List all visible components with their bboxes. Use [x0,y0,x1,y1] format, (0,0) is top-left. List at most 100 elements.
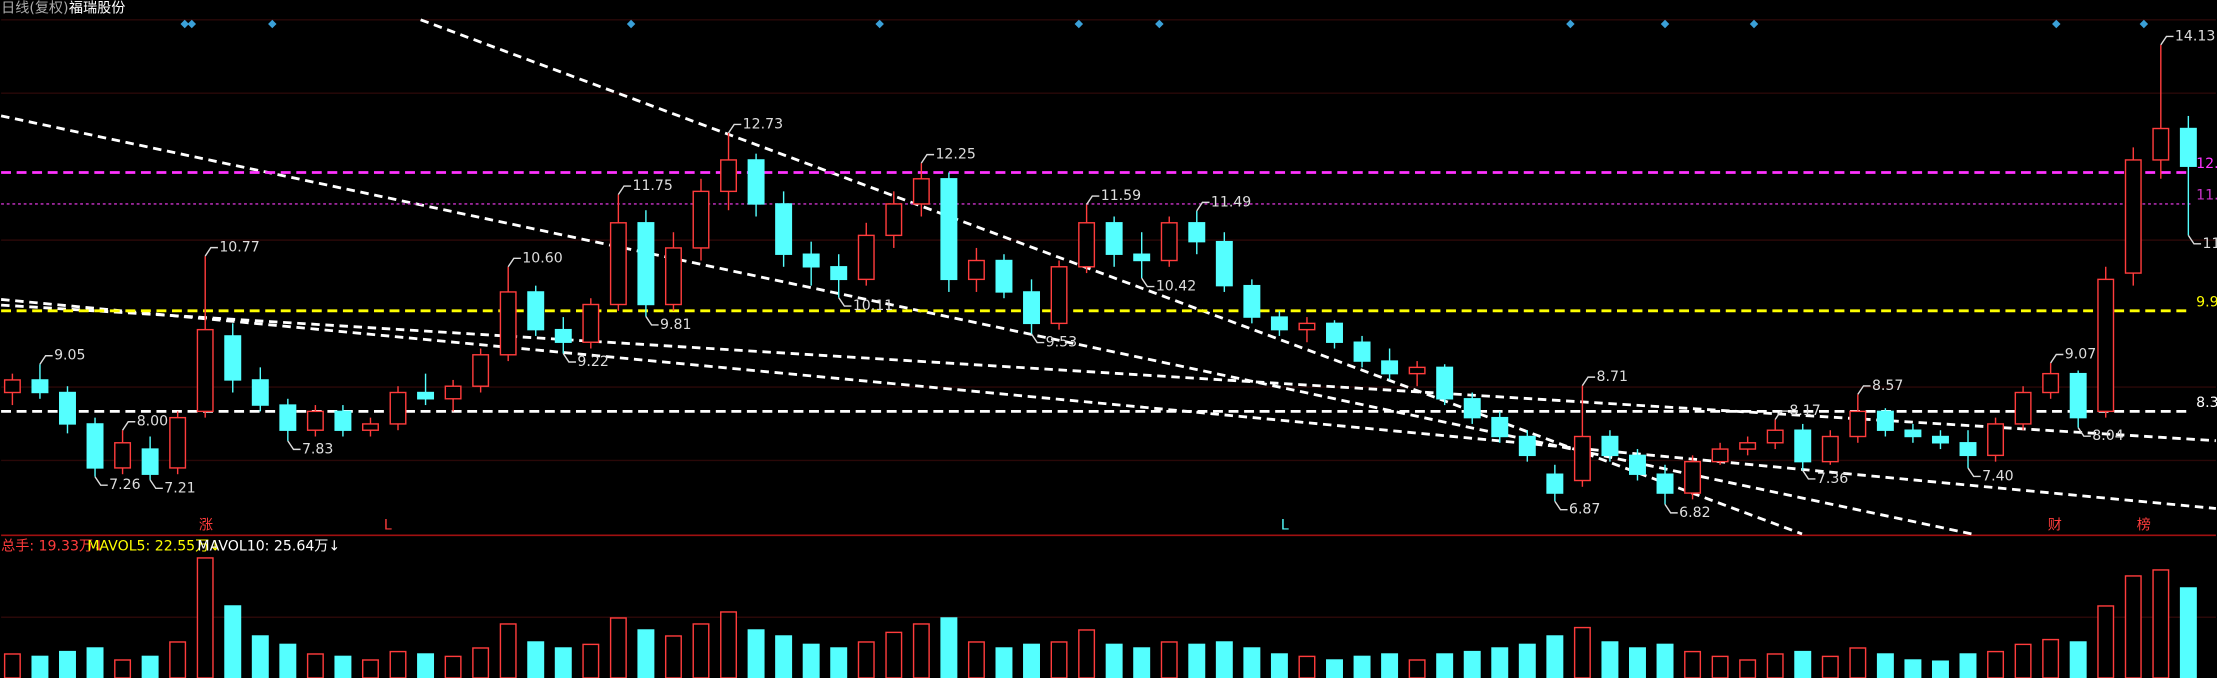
annotation-leader [1030,333,1045,344]
candle-body [857,234,875,281]
volume-bar [1684,650,1702,678]
volume-bar [830,647,848,678]
candle-body [1849,410,1867,438]
candle-body [141,448,159,475]
event-marker: L [384,517,392,533]
candle-body [251,379,269,406]
annotation-label: 7.83 [302,441,333,457]
volume-bar [499,623,517,678]
annotation-label: 7.36 [1817,471,1848,487]
volume-bar [224,605,242,678]
event-marker: 涨 [199,517,213,533]
candle-body [224,335,242,381]
volume-bar [1160,641,1178,678]
candle-body [1518,435,1536,457]
annotation-leader [838,297,852,307]
annotation-label: 8.17 [1789,403,1820,419]
candle-body [1904,429,1922,438]
volume-bar [1987,650,2005,678]
stock-name: 福瑞股份 [69,0,125,16]
candle-body [1959,442,1977,457]
volume-bar [86,647,104,678]
candle-body [609,222,627,306]
candle-body [1133,253,1151,262]
trend-lines [0,18,2217,536]
annotation-leader [727,123,742,134]
volume-bar [1739,659,1757,678]
volume-bar [1381,653,1399,678]
candle-body [720,159,738,193]
annotation-leader [1554,500,1568,511]
volume-total: 总手: 19.33万↓ [1,539,105,555]
volume-bar [1629,647,1646,678]
candle-body [86,423,104,469]
volume-bar [1546,635,1564,678]
annotation-leader [562,353,576,363]
volume-bar [2179,587,2197,678]
candle-body [912,178,930,205]
volume-bar [361,659,379,678]
volume-bar [1904,659,1922,678]
candle-body [2042,372,2060,394]
annotation-label: 7.40 [1982,468,2013,484]
annotation-label: 12.73 [743,116,783,132]
annotation-leader [507,257,521,268]
annotation-label: 9.81 [660,317,691,333]
volume-bar [1078,629,1096,678]
volume-bar [1931,660,1949,678]
volume-bar [720,611,738,678]
candle-body [1794,429,1812,463]
candle-body [444,385,462,400]
volume-bar [1959,653,1977,678]
volume-bar [609,617,627,678]
volume-bar [1023,643,1040,678]
background-grid [1,19,2216,618]
annotation-label: 12.25 [935,147,975,163]
annotation-leader [617,185,632,195]
candle-body [1105,222,1123,255]
candle-body [169,416,187,469]
volume-bar [2097,605,2115,678]
volume-bar [59,650,76,678]
candle-body [967,259,985,281]
volume-bar [1766,653,1784,678]
candle-body [1931,435,1949,444]
annotation-leader [1581,376,1596,386]
candle-body [1270,316,1288,331]
volume-bar [1326,659,1343,678]
candle-body [1629,454,1646,475]
volume-bar [1353,655,1371,678]
candle-body [1408,366,1426,375]
volume-bar [1215,641,1233,678]
annotation-leader [149,479,163,490]
annotation-label: 6.82 [1679,505,1710,521]
volume-bar [1794,650,1812,678]
candle-body [472,354,490,387]
level-label: 9.9 [2196,294,2217,310]
candle-body [554,328,572,343]
candle-body [1023,291,1040,325]
volume-bar [417,653,435,678]
candle-body [582,303,600,343]
annotation-label: 10.11 [853,298,893,314]
candle-body [3,379,21,394]
annotation-label: 11.75 [632,178,672,194]
annotation-leader [1802,470,1816,480]
volume-bar [912,623,930,678]
volume-bar [967,641,985,678]
candle-body [995,259,1013,293]
volume-bar [1463,650,1481,678]
candle-body [1987,423,2005,457]
volume-bar [2152,569,2170,678]
annotation-label: 8.00 [137,414,168,430]
volume-bar [1298,655,1316,678]
volume-bar [444,655,462,678]
volume-bar [169,641,187,678]
event-marker: 财 [2048,517,2062,533]
candle-body [1215,240,1233,287]
volume-bar [527,641,545,678]
annotation-label: 9.53 [1046,335,1077,351]
candle-body [279,404,297,431]
candle-body [361,423,379,431]
